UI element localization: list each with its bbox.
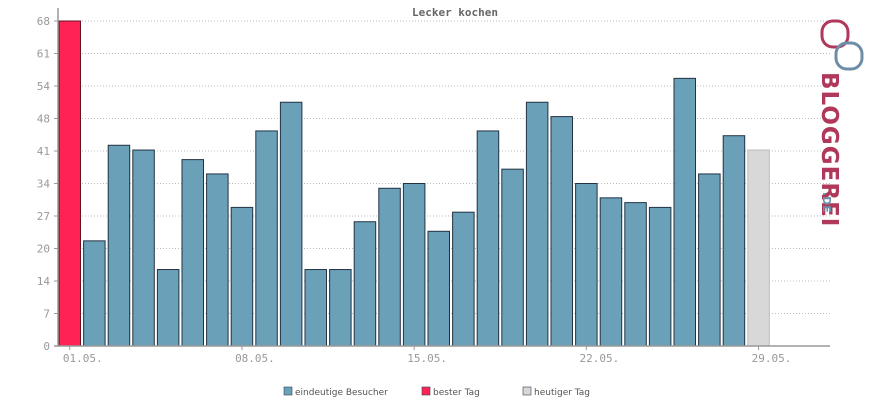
bar-visitors [698,173,721,347]
legend-item: eindeutige Besucher [283,386,388,398]
bar-visitors [353,221,377,347]
y-tick-label: 61 [37,48,50,61]
y-tick-label: 34 [37,178,51,191]
bar-visitors [575,183,598,347]
y-tick-label: 7 [43,308,50,321]
bar-visitors [476,130,500,347]
legend-swatch [522,386,532,396]
legend-label: heutiger Tag [534,388,590,398]
bar-visitors [550,116,573,347]
y-tick-label: 48 [37,113,50,126]
bloggerei-logo: BLOGGEREI .DE [816,19,864,227]
bar-visitors [452,211,475,347]
legend-item: bester Tag [421,386,480,398]
x-tick-label: 08.05. [235,352,275,365]
y-tick-labels: 0 7 14 20 27 34 41 48 54 61 68 [37,15,51,353]
bar-visitors [181,159,204,347]
logo-mark-icon [820,19,864,71]
bar-visitors [206,173,229,347]
bar-visitors [83,240,106,347]
brand-suffix: .DE [820,192,833,213]
x-tick-label: 01.05. [63,352,103,365]
bar-today [747,149,770,347]
bar-visitors [648,206,672,347]
bar-visitors [501,168,524,347]
bar-visitors [599,197,623,347]
y-tick-label: 54 [37,80,51,93]
x-tick-label: 29.05. [752,352,792,365]
legend-item: heutiger Tag [522,386,590,398]
bar-visitors [230,206,254,347]
bar-visitors [329,269,352,347]
x-tick-labels: 01.05. 08.05. 15.05. 22.05. 29.05. [63,346,792,365]
bar-visitors [673,77,696,347]
y-tick-label: 41 [37,145,50,158]
bar-visitors [624,202,647,347]
y-tick-label: 68 [37,15,50,28]
bar-visitors [378,187,401,347]
legend-label: eindeutige Besucher [295,388,388,398]
bar-visitors [156,269,180,347]
y-tick-label: 14 [37,275,51,288]
legend-label: bester Tag [433,388,480,398]
axes [54,8,830,347]
y-tick-label: 0 [43,340,50,353]
bar-visitors [304,269,327,347]
bar-visitors [402,183,426,347]
legend-swatch [421,386,431,396]
bar-visitors [255,130,278,347]
bar-visitors [132,149,155,347]
brand-name: BLOGGEREI [816,72,842,227]
legend: eindeutige Besucher bester Tag heutiger Ta… [283,386,590,398]
chart-title: Lecker kochen [412,6,498,19]
y-tick-label: 20 [37,243,50,256]
y-tick-label: 27 [37,210,50,223]
bar-visitors [279,101,303,347]
bars [58,20,770,347]
bar-best-day [58,20,81,347]
bar-visitors [107,144,131,347]
bar-visitors [722,135,746,347]
bar-visitors [525,101,549,347]
x-tick-label: 15.05. [407,352,447,365]
bar-visitors [427,230,450,347]
x-tick-label: 22.05. [579,352,619,365]
legend-swatch [283,386,293,396]
